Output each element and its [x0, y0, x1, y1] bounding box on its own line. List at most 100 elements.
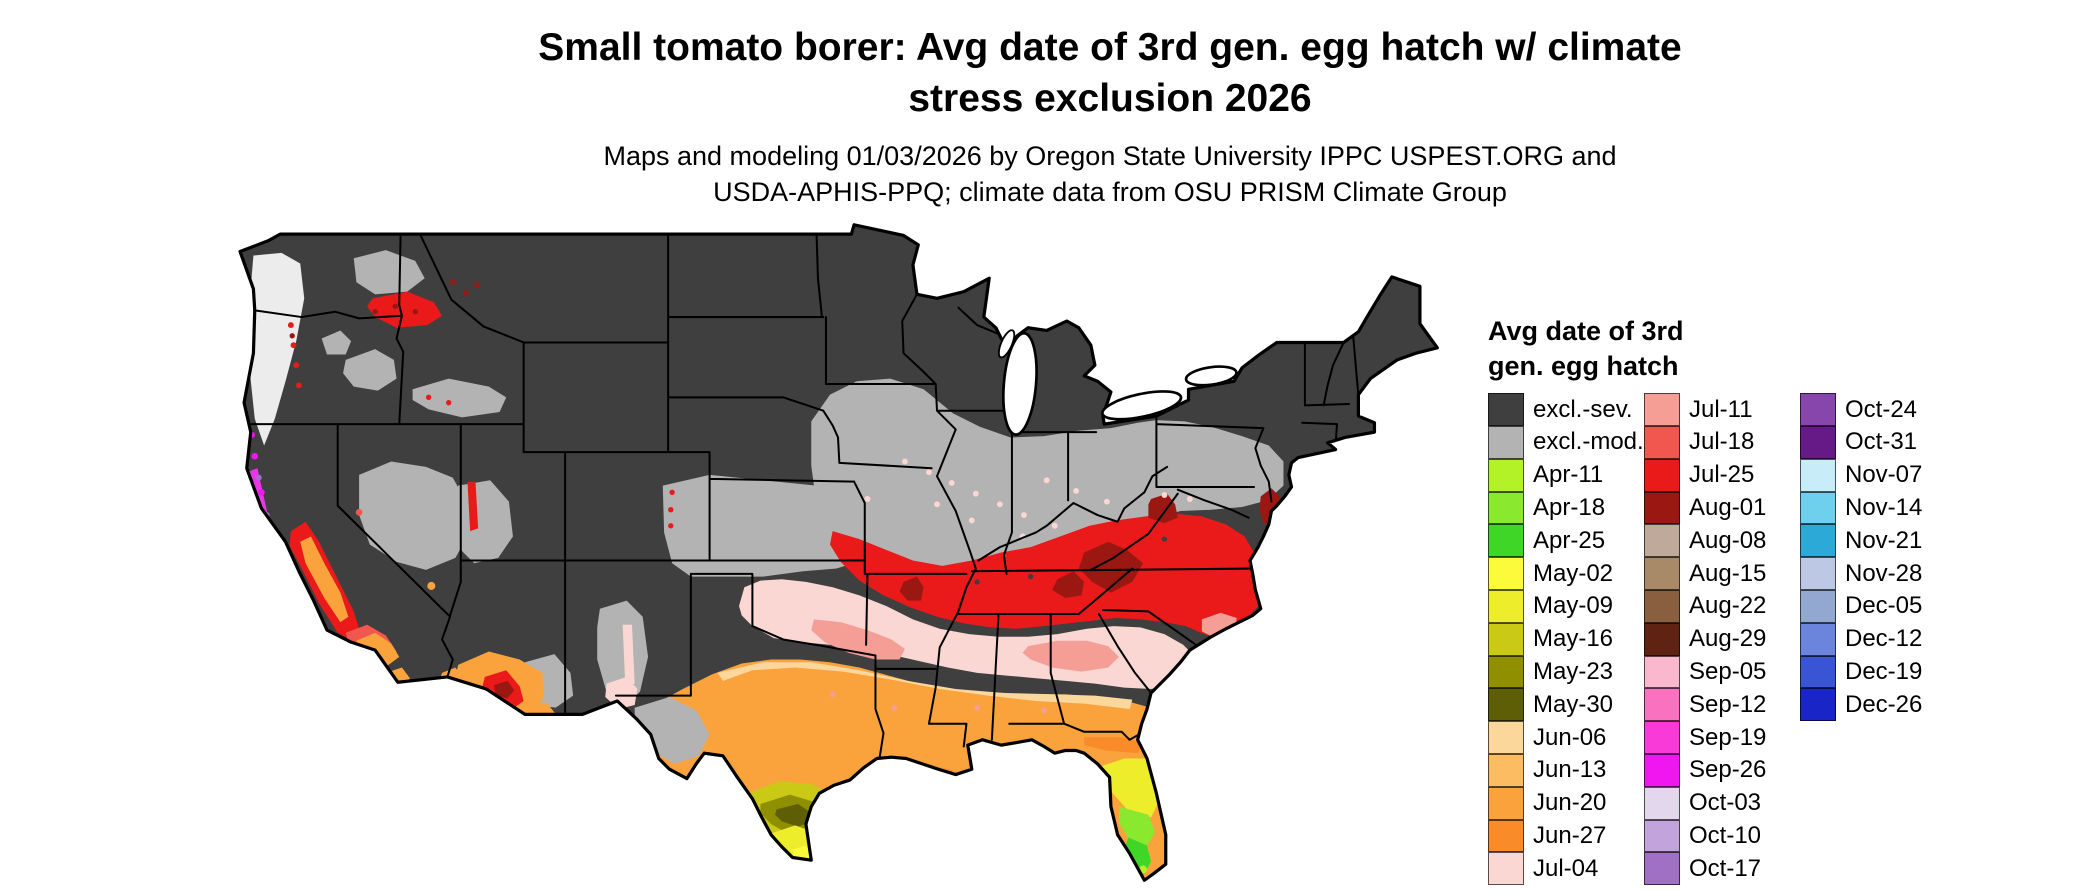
legend-title-line-2: gen. egg hatch — [1488, 351, 1679, 382]
legend-item: Oct-17 — [1644, 852, 1800, 886]
legend-label: Sep-12 — [1689, 690, 1767, 718]
legend-label: Jul-25 — [1689, 461, 1755, 489]
legend-item: Jun-20 — [1488, 786, 1644, 820]
legend-swatch — [1644, 622, 1680, 656]
legend-label: Sep-26 — [1689, 756, 1767, 784]
legend-label: May-02 — [1533, 559, 1614, 587]
map-title-line-1: Small tomato borer: Avg date of 3rd gen.… — [538, 26, 1682, 69]
legend-swatch — [1488, 819, 1524, 853]
lake-michigan — [1002, 331, 1038, 436]
legend-swatch — [1644, 589, 1680, 623]
lake-ontario — [1184, 365, 1238, 387]
legend-item: Jun-13 — [1488, 753, 1644, 787]
us-choropleth-map — [228, 218, 1440, 883]
legend-swatch — [1488, 458, 1524, 492]
legend-item: excl.-mod. — [1488, 425, 1644, 459]
legend-swatch — [1800, 458, 1836, 492]
legend-item: excl.-sev. — [1488, 393, 1644, 426]
legend-label: May-16 — [1533, 625, 1614, 653]
legend-swatch — [1644, 721, 1680, 754]
legend-swatch — [1800, 688, 1836, 722]
state-borders — [249, 234, 1360, 760]
legend-label: Jul-11 — [1689, 395, 1753, 423]
legend-label: Jul-04 — [1533, 854, 1599, 882]
map-legend: Avg date of 3rd gen. egg hatch excl.-sev… — [1488, 314, 2088, 886]
legend-title: Avg date of 3rd gen. egg hatch — [1488, 314, 2088, 384]
legend-item: May-30 — [1488, 688, 1644, 722]
legend-title-line-1: Avg date of 3rd — [1488, 316, 1684, 346]
legend-label: excl.-sev. — [1533, 395, 1633, 423]
legend-swatch — [1488, 393, 1524, 426]
legend-item: Apr-25 — [1488, 524, 1644, 558]
legend-item: Dec-19 — [1800, 655, 1956, 689]
legend-item: Sep-19 — [1644, 721, 1800, 754]
legend-item: Apr-11 — [1488, 458, 1644, 492]
map-subtitle-line-1: Maps and modeling 01/03/2026 by Oregon S… — [603, 140, 1617, 171]
legend-item: Oct-31 — [1800, 425, 1956, 459]
legend-label: Jun-27 — [1533, 821, 1607, 849]
legend-swatch — [1644, 458, 1680, 492]
map-subtitle-line-2: USDA-APHIS-PPQ; climate data from OSU PR… — [713, 177, 1507, 208]
legend-item: Sep-12 — [1644, 688, 1800, 722]
map-subtitle: Maps and modeling 01/03/2026 by Oregon S… — [120, 138, 2100, 211]
map-header: Small tomato borer: Avg date of 3rd gen.… — [120, 22, 2100, 211]
legend-item: May-16 — [1488, 622, 1644, 656]
legend-item: Nov-14 — [1800, 491, 1956, 525]
legend-label: Aug-01 — [1689, 493, 1767, 521]
legend-item: Jun-27 — [1488, 819, 1644, 853]
legend-swatch — [1488, 655, 1524, 689]
lake-erie — [1101, 390, 1183, 421]
legend-item: Aug-22 — [1644, 589, 1800, 623]
legend-swatch — [1800, 655, 1836, 689]
map-title: Small tomato borer: Avg date of 3rd gen.… — [120, 22, 2100, 125]
legend-swatch — [1488, 753, 1524, 787]
legend-swatch — [1488, 425, 1524, 459]
legend-item: Dec-12 — [1800, 622, 1956, 656]
legend-label: Aug-08 — [1689, 526, 1767, 554]
legend-label: Oct-24 — [1845, 395, 1918, 423]
legend-label: Dec-05 — [1845, 592, 1923, 620]
red-band-regions — [829, 513, 1261, 636]
legend-swatch — [1800, 557, 1836, 590]
legend-label: Nov-28 — [1845, 559, 1923, 587]
legend-swatch — [1488, 786, 1524, 820]
legend-item: Dec-26 — [1800, 688, 1956, 722]
legend-label: Jul-18 — [1689, 428, 1755, 456]
legend-item: May-09 — [1488, 589, 1644, 623]
legend-label: Oct-10 — [1689, 821, 1762, 849]
legend-label: Nov-21 — [1845, 526, 1923, 554]
dark-red-patches — [899, 488, 1285, 601]
legend-swatch — [1800, 491, 1836, 525]
legend-label: Sep-19 — [1689, 723, 1767, 751]
legend-item: Oct-10 — [1644, 819, 1800, 853]
legend-swatch — [1644, 786, 1680, 820]
legend-swatch — [1644, 393, 1680, 426]
legend-label: Aug-15 — [1689, 559, 1767, 587]
legend-label: excl.-mod. — [1533, 428, 1644, 456]
legend-item: Apr-18 — [1488, 491, 1644, 525]
legend-swatch — [1488, 491, 1524, 525]
legend-label: Jun-13 — [1533, 756, 1607, 784]
legend-swatch — [1488, 557, 1524, 590]
legend-label: Apr-11 — [1533, 461, 1604, 489]
us-choropleth-svg — [238, 223, 1439, 882]
legend-item: Aug-15 — [1644, 557, 1800, 590]
legend-label: Aug-29 — [1689, 625, 1767, 653]
legend-label: May-23 — [1533, 657, 1614, 685]
legend-swatch — [1644, 557, 1680, 590]
legend-item: Sep-26 — [1644, 753, 1800, 787]
legend-item: Sep-05 — [1644, 655, 1800, 689]
great-lakes — [997, 329, 1238, 436]
legend-swatch — [1488, 852, 1524, 886]
legend-label: Sep-05 — [1689, 657, 1767, 685]
legend-item: Aug-29 — [1644, 622, 1800, 656]
legend-item: Aug-01 — [1644, 491, 1800, 525]
legend-swatch — [1800, 622, 1836, 656]
legend-item: Jul-04 — [1488, 852, 1644, 886]
legend-swatch — [1488, 524, 1524, 558]
legend-label: May-30 — [1533, 690, 1614, 718]
legend-swatch — [1488, 622, 1524, 656]
legend-item: Jul-11 — [1644, 393, 1800, 426]
legend-label: Jun-20 — [1533, 789, 1607, 817]
